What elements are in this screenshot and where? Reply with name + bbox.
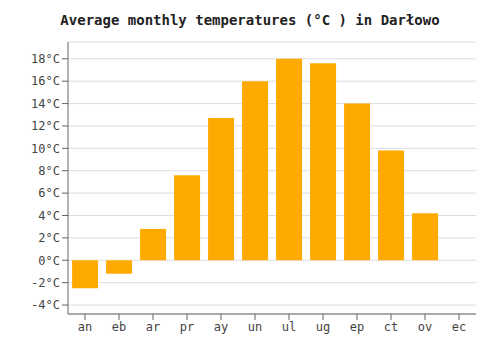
svg-text:ul: ul xyxy=(282,320,296,334)
svg-text:ug: ug xyxy=(316,320,330,334)
html-text:Average monthly temperatures (: Average monthly temperatures (°C ) in Da… xyxy=(60,12,440,28)
svg-text:6°C: 6°C xyxy=(38,186,60,200)
svg-text:an: an xyxy=(78,320,92,334)
svg-text:18°C: 18°C xyxy=(31,52,60,66)
svg-text:ep: ep xyxy=(350,320,364,334)
svg-text:12°C: 12°C xyxy=(31,119,60,133)
svg-text:4°C: 4°C xyxy=(38,209,60,223)
svg-text:pr: pr xyxy=(180,320,194,334)
svg-text:8°C: 8°C xyxy=(38,164,60,178)
svg-text:ay: ay xyxy=(214,320,228,334)
svg-text:-2°C: -2°C xyxy=(31,276,60,290)
svg-text:0°C: 0°C xyxy=(38,254,60,268)
svg-text:-4°C: -4°C xyxy=(31,298,60,312)
svg-text:un: un xyxy=(248,320,262,334)
svg-text:14°C: 14°C xyxy=(31,97,60,111)
svg-text:2°C: 2°C xyxy=(38,231,60,245)
svg-text:ct: ct xyxy=(384,320,398,334)
svg-text:eb: eb xyxy=(112,320,126,334)
svg-text:16°C: 16°C xyxy=(31,74,60,88)
svg-text:10°C: 10°C xyxy=(31,142,60,156)
svg-text:ov: ov xyxy=(418,320,432,334)
svg-text:ar: ar xyxy=(146,320,160,334)
svg-text:ec: ec xyxy=(452,320,466,334)
